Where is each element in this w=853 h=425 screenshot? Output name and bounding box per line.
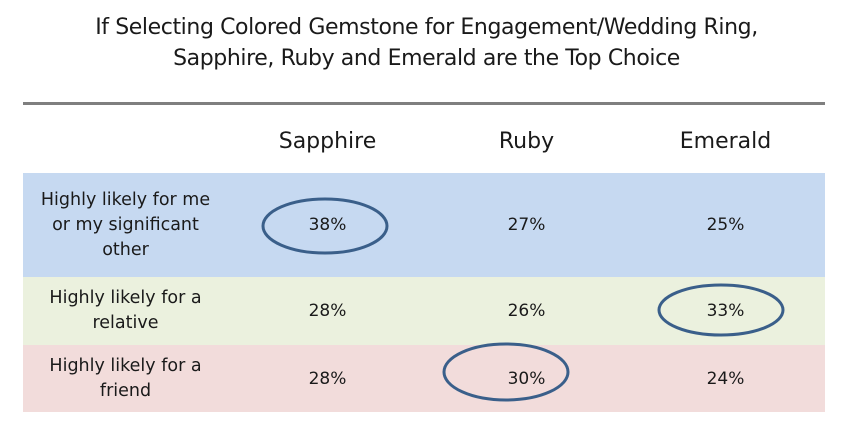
gemstone-table: Sapphire Ruby Emerald Highly likely for … [23, 110, 825, 412]
cell: 28% [308, 368, 347, 389]
cell: 30% [507, 368, 546, 389]
cell: 27% [507, 215, 546, 235]
row-label-text: Highly likely for me or my significant o… [40, 189, 211, 260]
table-row: Highly likely for a relative 28% 26% 33% [23, 277, 825, 345]
title-divider [23, 102, 825, 105]
title-line-1: If Selecting Colored Gemstone for Engage… [95, 15, 758, 40]
row-label-text: Highly likely for a relative [49, 288, 202, 333]
cell: 24% [706, 368, 745, 389]
cell: 28% [308, 301, 347, 321]
header-sapphire: Sapphire [278, 129, 377, 154]
header-ruby: Ruby [498, 129, 555, 154]
title-line-2: Sapphire, Ruby and Emerald are the Top C… [173, 46, 680, 71]
cell: 25% [706, 215, 745, 235]
row-label-text: Highly likely for a friend [49, 355, 202, 401]
cell: 26% [507, 301, 546, 321]
header-emerald: Emerald [679, 129, 772, 154]
row-label: Highly likely for a friend [23, 345, 228, 412]
table-row: Highly likely for me or my significant o… [23, 173, 825, 277]
slide-title: If Selecting Colored Gemstone for Engage… [0, 12, 853, 74]
header-empty [23, 110, 228, 173]
cell: 38% [308, 215, 347, 235]
header-row: Sapphire Ruby Emerald [23, 110, 825, 173]
table-row: Highly likely for a friend 28% 30% 24% [23, 345, 825, 412]
row-label: Highly likely for a relative [23, 277, 228, 345]
row-label: Highly likely for me or my significant o… [23, 173, 228, 277]
cell: 33% [706, 301, 745, 321]
